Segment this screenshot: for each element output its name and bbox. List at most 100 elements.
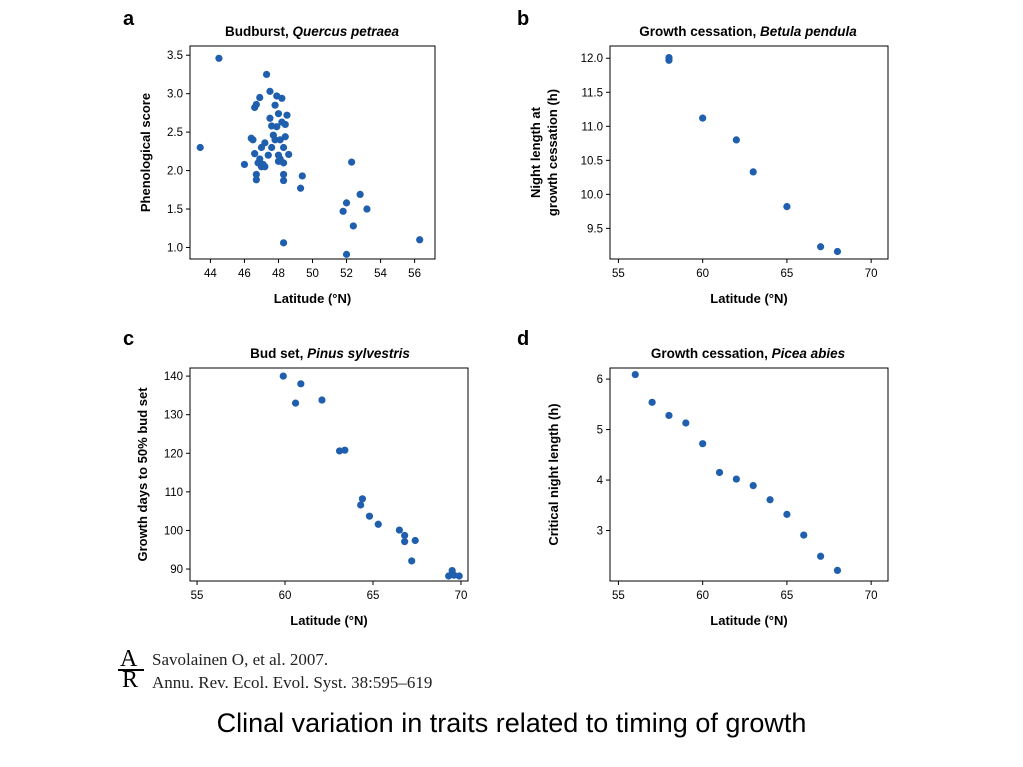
panel-letter: b: [517, 8, 529, 30]
plot-frame: [609, 367, 889, 582]
data-point: [266, 87, 274, 95]
plot-frame: [609, 45, 889, 260]
y-tick-label: 2.0: [167, 166, 183, 178]
data-point: [318, 396, 326, 404]
panel-letter: c: [123, 328, 134, 350]
x-tick-label: 55: [612, 268, 625, 280]
x-tick-label: 50: [306, 268, 319, 280]
data-point: [296, 184, 305, 192]
data-point: [271, 136, 279, 144]
y-tick-label: 1.0: [167, 242, 183, 254]
data-point: [411, 536, 419, 545]
data-point: [264, 151, 272, 159]
plot-frame: [189, 367, 469, 582]
data-point: [631, 370, 639, 379]
data-point: [357, 501, 365, 509]
data-point: [341, 446, 349, 454]
data-point: [271, 101, 279, 109]
data-point: [800, 531, 808, 539]
data-point: [240, 160, 249, 169]
data-point: [261, 139, 269, 147]
data-point: [699, 114, 707, 122]
citation-text: Savolainen O, et al. 2007. Annu. Rev. Ec…: [152, 648, 432, 694]
y-tick-label: 5: [597, 425, 603, 437]
x-tick-label: 65: [367, 590, 380, 602]
y-tick-label: 12.0: [581, 53, 603, 65]
data-point: [408, 557, 416, 565]
x-axis-label: Latitude (°N): [710, 291, 787, 306]
data-point: [455, 572, 463, 580]
data-point: [281, 120, 289, 129]
data-point: [252, 176, 260, 184]
y-axis-label: Critical night length (h): [546, 403, 561, 545]
data-point: [283, 111, 291, 119]
x-tick-label: 52: [340, 268, 353, 280]
data-point: [715, 468, 724, 477]
y-tick-label: 6: [597, 374, 603, 386]
y-tick-label: 120: [164, 448, 183, 460]
data-point: [342, 250, 351, 258]
y-tick-label: 130: [164, 410, 183, 422]
data-point: [699, 440, 707, 448]
data-point: [252, 170, 260, 179]
data-point: [356, 190, 364, 199]
x-tick-label: 70: [455, 590, 468, 602]
data-point: [249, 136, 257, 144]
x-tick-label: 70: [865, 590, 878, 602]
data-point: [401, 531, 409, 540]
x-tick-label: 55: [612, 590, 625, 602]
data-point: [358, 495, 367, 503]
x-tick-label: 65: [781, 590, 794, 602]
data-point: [766, 496, 774, 504]
y-tick-label: 3.5: [167, 50, 183, 62]
panel-title: Budburst, Quercus petraea: [225, 24, 400, 39]
data-point: [291, 399, 300, 407]
panel-a: a Budburst, Quercus petraea 44 46 48 50 52 54 56…: [123, 8, 436, 306]
data-point: [416, 236, 424, 244]
y-tick-label: 100: [164, 525, 183, 537]
x-tick-label: 46: [238, 268, 251, 280]
data-point: [732, 475, 740, 483]
y-tick-label: 10.5: [581, 155, 603, 167]
data-point: [256, 93, 264, 102]
data-point: [363, 205, 371, 213]
x-tick-label: 55: [191, 590, 204, 602]
data-point: [374, 520, 382, 528]
data-point: [648, 398, 656, 406]
x-tick-label: 60: [279, 590, 292, 602]
data-point: [279, 239, 288, 247]
data-point: [285, 150, 293, 159]
x-axis-label: Latitude (°N): [274, 291, 351, 306]
x-tick-label: 70: [865, 268, 878, 280]
x-tick-label: 60: [696, 590, 709, 602]
data-point: [783, 510, 791, 518]
data-point: [339, 207, 347, 215]
y-tick-label: 11.0: [581, 121, 603, 133]
data-point: [395, 526, 403, 534]
y-tick-label: 3.0: [167, 89, 183, 101]
data-point: [298, 172, 306, 180]
data-point: [342, 199, 351, 207]
data-point: [252, 100, 260, 109]
data-point: [783, 203, 791, 211]
data-point: [268, 143, 276, 152]
data-point: [279, 372, 287, 380]
data-point: [450, 571, 458, 579]
data-point: [278, 94, 286, 102]
data-point: [682, 419, 690, 427]
data-point: [445, 572, 453, 580]
data-point: [665, 56, 673, 64]
data-point: [349, 222, 357, 230]
data-point: [279, 170, 288, 179]
x-axis-label: Latitude (°N): [710, 613, 787, 628]
data-point: [365, 512, 374, 520]
citation-line-1: Savolainen O, et al. 2007.: [152, 650, 329, 669]
data-point: [261, 163, 269, 171]
panel-letter: a: [123, 8, 135, 30]
data-point: [196, 143, 204, 152]
data-point: [348, 158, 356, 166]
y-tick-label: 2.5: [167, 127, 183, 139]
data-point: [665, 411, 673, 420]
